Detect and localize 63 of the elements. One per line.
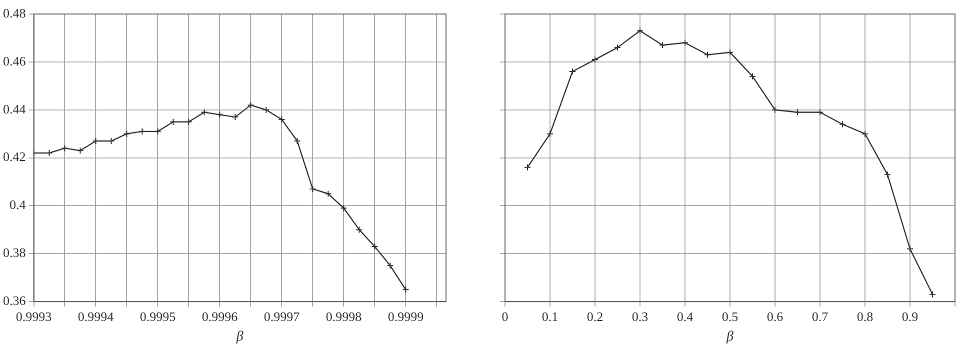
point (216, 111, 224, 118)
x-tick-label: 0.2 (586, 308, 604, 324)
x-tick-label: 0.9993 (16, 308, 52, 324)
point (862, 130, 868, 138)
point (138, 128, 146, 135)
point (170, 118, 177, 126)
point (294, 138, 301, 145)
point (154, 128, 162, 135)
point (636, 27, 644, 34)
y-tick-label: 0.48 (3, 5, 26, 20)
x-tick-label: 0.8 (856, 308, 874, 324)
point (906, 245, 914, 252)
x-tick-label: 0.3 (632, 308, 648, 324)
point (816, 108, 824, 116)
point (200, 108, 208, 116)
x-tick-label: 0.9998 (326, 308, 362, 324)
x-tick-label: 0.9999 (388, 308, 424, 324)
point (569, 68, 576, 76)
x-tick-label: 0.1 (542, 308, 558, 324)
x-tick-label: 0.7 (812, 308, 829, 324)
point (592, 56, 598, 64)
point (232, 114, 239, 121)
point (614, 44, 621, 52)
x-tick-label: 0.9995 (140, 308, 176, 324)
point (884, 171, 891, 178)
point (309, 185, 316, 192)
y-tick-label: 0.4 (10, 197, 26, 212)
point (278, 116, 286, 123)
point (704, 51, 711, 58)
point (185, 118, 192, 126)
point (794, 108, 801, 116)
point (749, 72, 756, 80)
point (262, 106, 270, 114)
x-axis-title: β (726, 329, 734, 344)
point (123, 130, 130, 138)
point (340, 204, 348, 212)
y-tick-label: 0.46 (3, 53, 26, 68)
x-tick-label: 0.9996 (202, 308, 238, 324)
y-tick-label: 0.44 (3, 101, 26, 116)
point (682, 39, 688, 46)
x-tick-label: 0 (502, 308, 508, 324)
y-tick-label: 0.36 (3, 293, 26, 308)
x-tick-label: 0.5 (722, 308, 738, 324)
point (386, 262, 394, 270)
point (659, 42, 666, 49)
x-tick-label: 0.9 (902, 308, 918, 324)
point (356, 226, 363, 234)
x-axis-title: β (235, 329, 244, 344)
point (61, 144, 68, 152)
x-tick-label: 0.6 (766, 308, 784, 324)
x-tick-label: 0.9997 (264, 308, 300, 324)
x-tick-label: 0.9994 (78, 308, 114, 324)
point (546, 130, 554, 138)
point (839, 120, 846, 128)
point (772, 106, 778, 114)
y-tick-label: 0.42 (3, 149, 26, 164)
x-tick-label: 0.4 (676, 308, 694, 324)
point (726, 48, 734, 56)
point (76, 147, 84, 154)
point (324, 190, 332, 198)
y-tick-label: 0.38 (3, 245, 26, 260)
point (247, 102, 254, 109)
point (371, 242, 378, 250)
